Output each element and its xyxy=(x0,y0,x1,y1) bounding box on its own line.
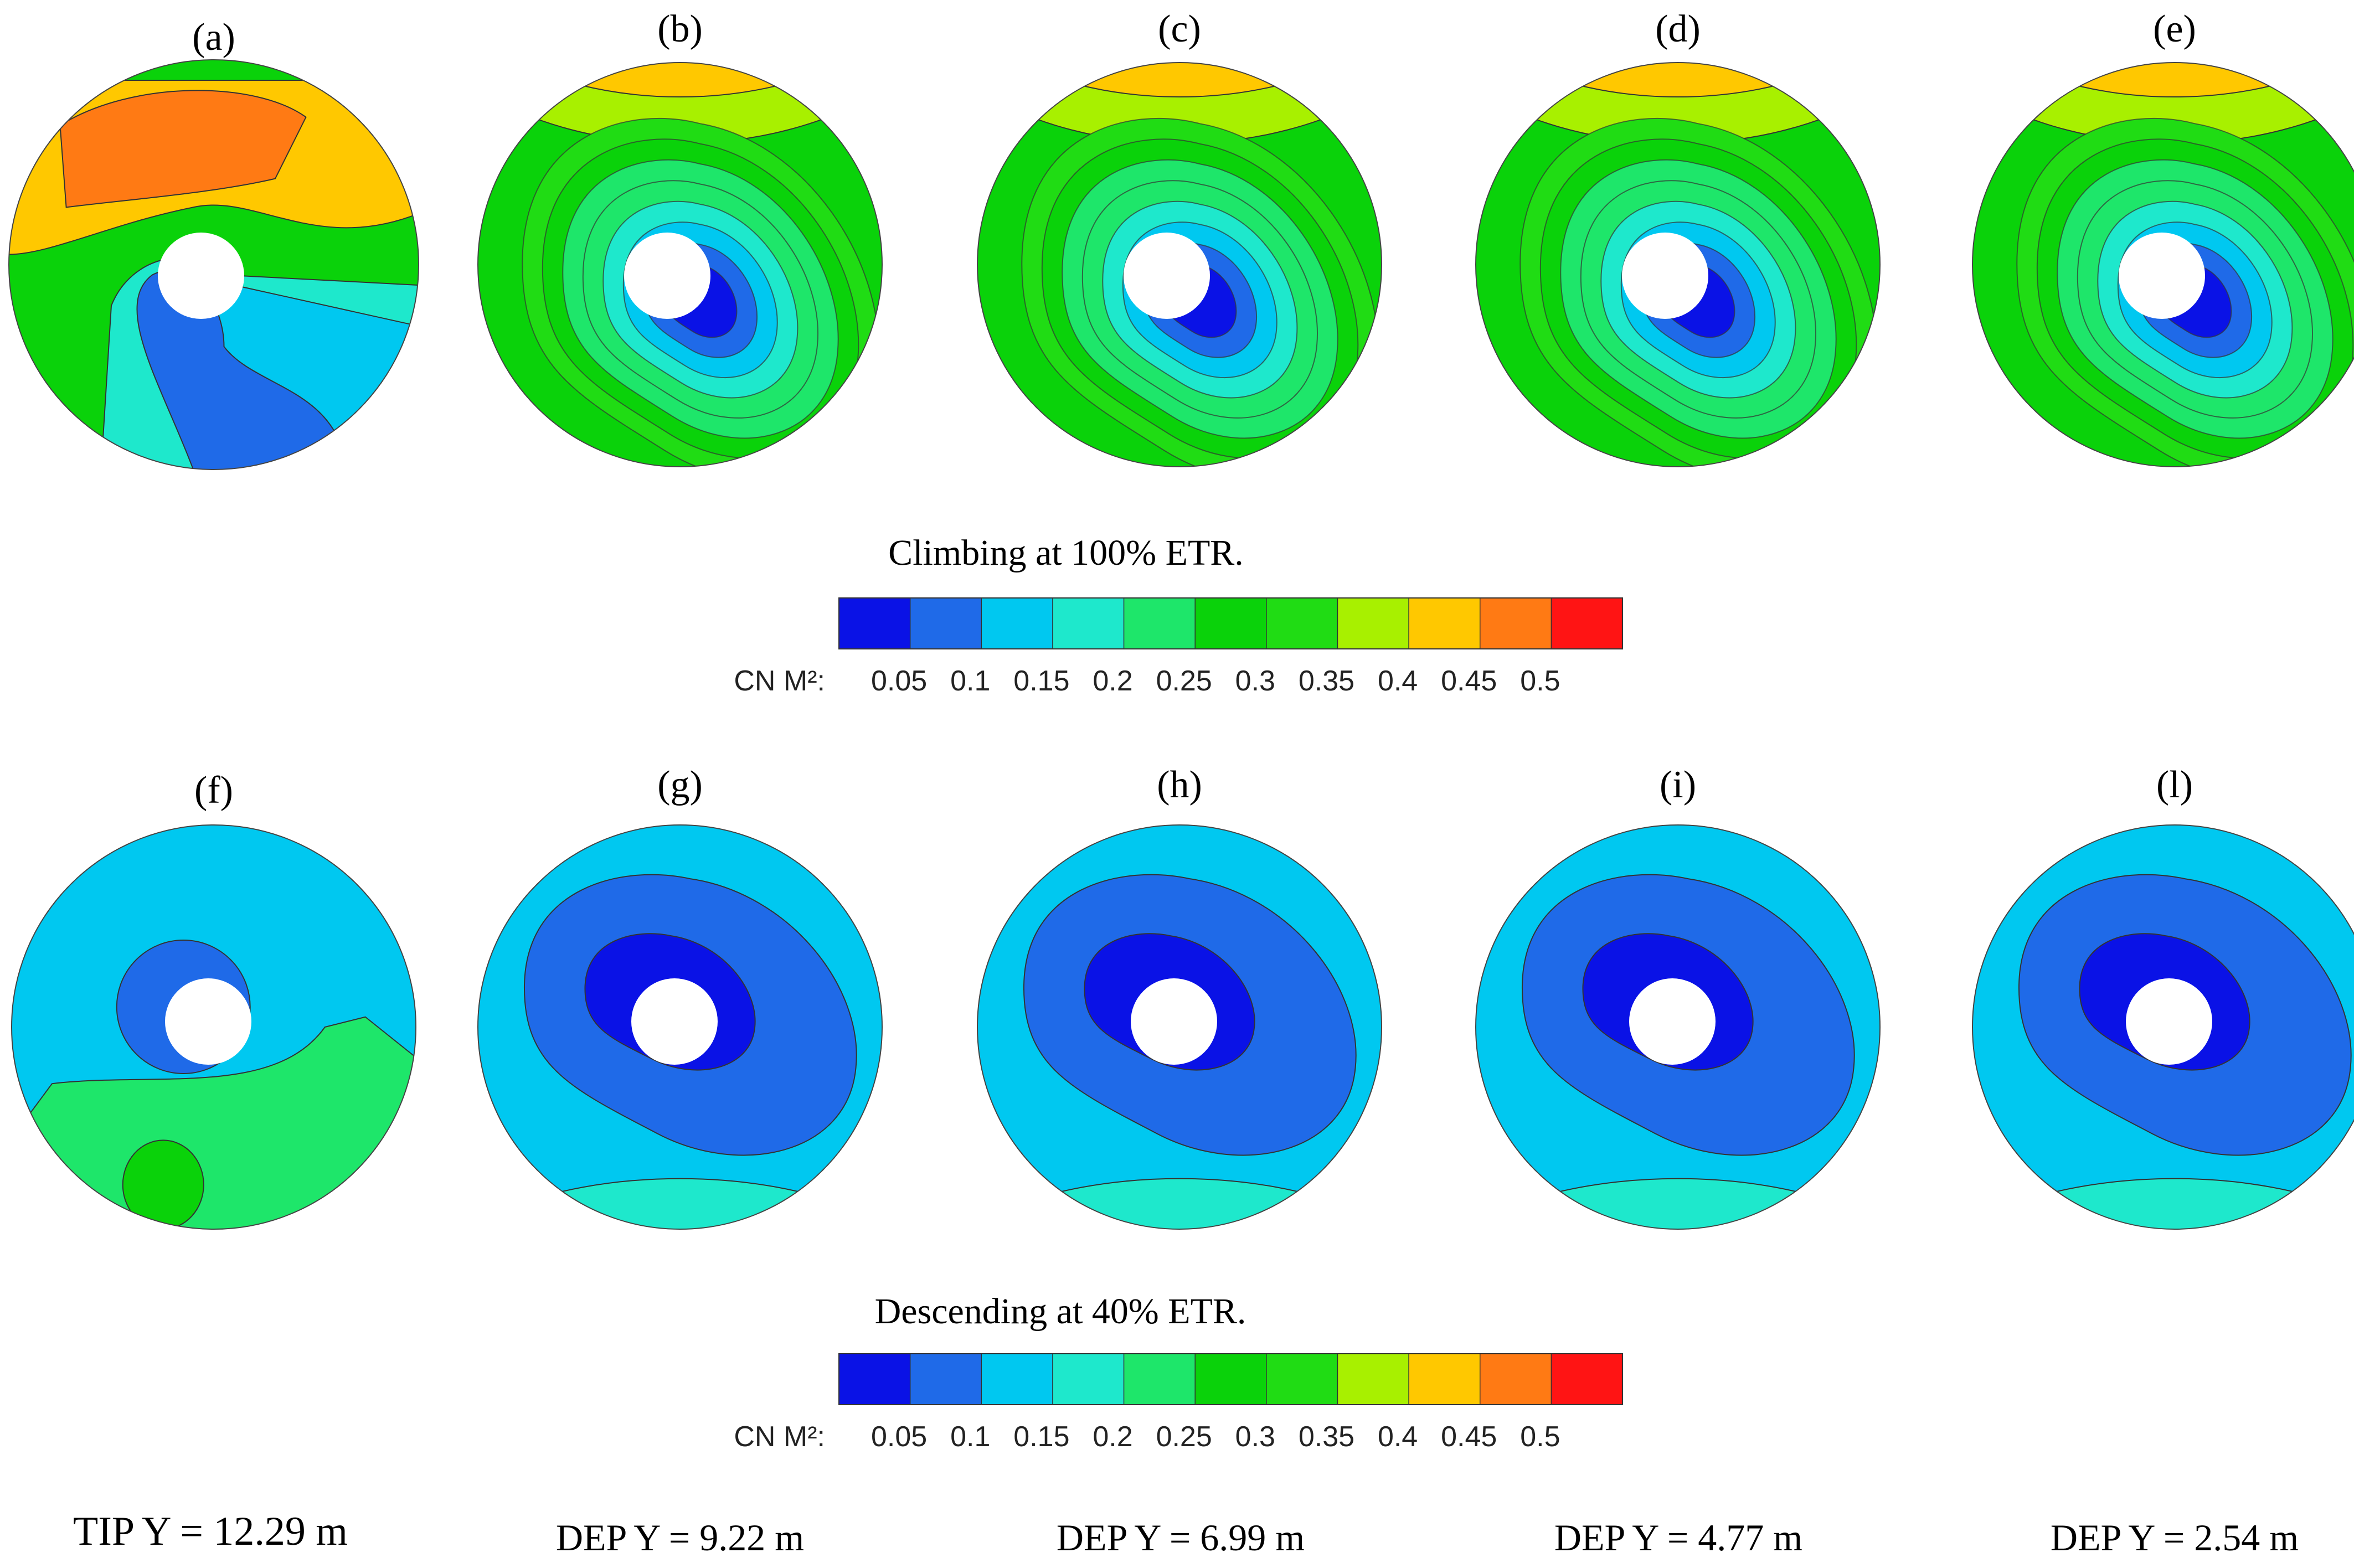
hub-cutout xyxy=(2126,978,2212,1065)
hub-cutout xyxy=(1124,233,1210,319)
row-title-climbing: Climbing at 100% ETR. xyxy=(888,533,1244,573)
panel-i: (i) xyxy=(1475,764,1881,1230)
panel-label: (h) xyxy=(1157,764,1202,806)
colorbar-swatch xyxy=(1551,598,1623,649)
colorbar-swatch xyxy=(981,1354,1053,1405)
hub-cutout xyxy=(165,978,251,1065)
colorbar-swatch xyxy=(1551,1354,1623,1405)
panel-d: (d) xyxy=(1475,8,1881,467)
contour-disk xyxy=(477,824,883,1230)
colorbar-descending: CN M²: 0.05 0.1 0.15 0.2 0.25 0.3 0.35 0.4 0.45 0.… xyxy=(734,1353,1623,1453)
colorbar-tick-label: 0.3 xyxy=(1235,665,1275,697)
colorbar-tick-label: 0.4 xyxy=(1378,665,1418,697)
colorbar-tick-label: 0.2 xyxy=(1093,665,1132,697)
colorbar-swatch xyxy=(981,598,1053,649)
colorbar-swatch xyxy=(839,1354,911,1405)
hub-cutout xyxy=(1629,978,1716,1065)
descending-row: (f) (g) (h) (i) (l) xyxy=(11,764,2354,1230)
panel-c: (c) xyxy=(977,8,1382,467)
panel-h: (h) xyxy=(977,764,1382,1230)
colorbar-tick-label: 0.5 xyxy=(1520,665,1560,697)
contour-disk xyxy=(8,59,419,470)
hub-cutout xyxy=(158,233,244,319)
contour-disk xyxy=(1972,62,2354,467)
colorbar-swatch xyxy=(1337,1354,1409,1405)
colorbar-swatch xyxy=(1337,598,1409,649)
colorbar-label: CN M²: xyxy=(734,665,825,697)
colorbar-swatch xyxy=(1409,1354,1481,1405)
colorbar-swatch xyxy=(910,598,982,649)
colorbar-tick-label: 0.2 xyxy=(1093,1421,1132,1453)
colorbar-tick-label: 0.5 xyxy=(1520,1421,1560,1453)
panel-label: (f) xyxy=(194,769,233,812)
row-title-descending: Descending at 40% ETR. xyxy=(875,1291,1246,1332)
colorbar-tick-label: 0.45 xyxy=(1441,1421,1497,1453)
contour-disk xyxy=(477,62,883,467)
colorbar-swatch xyxy=(1052,1354,1125,1405)
position-label-tip: TIP Y = 12.29 m xyxy=(73,1509,348,1554)
panel-label: (i) xyxy=(1660,764,1696,806)
colorbar-tick-label: 0.15 xyxy=(1013,665,1069,697)
position-label-dep-4: DEP Y = 2.54 m xyxy=(2051,1517,2299,1559)
colorbar-tick-label: 0.4 xyxy=(1378,1421,1418,1453)
colorbar-swatch xyxy=(1124,598,1196,649)
panel-a: (a) xyxy=(8,16,419,470)
colorbar-tick-label: 0.45 xyxy=(1441,665,1497,697)
colorbar-tick-label: 0.1 xyxy=(950,1421,990,1453)
panel-l: (l) xyxy=(1972,764,2354,1230)
colorbar-swatch xyxy=(910,1354,982,1405)
colorbar-tick-label: 0.35 xyxy=(1299,665,1354,697)
hub-cutout xyxy=(1131,978,1217,1065)
contour-disk xyxy=(977,62,1382,467)
position-label-dep-2: DEP Y = 6.99 m xyxy=(1057,1517,1305,1559)
hub-cutout xyxy=(631,978,718,1065)
colorbar-swatch xyxy=(839,598,911,649)
colorbar-climbing: CN M²: 0.05 0.1 0.15 0.2 0.25 0.3 0.35 0.4 0.45 0.… xyxy=(734,597,1623,697)
colorbar-swatch xyxy=(1052,598,1125,649)
panel-label: (b) xyxy=(657,8,703,50)
contour-disk xyxy=(1475,824,1881,1230)
hub-cutout xyxy=(1622,233,1708,319)
colorbar-swatch xyxy=(1266,1354,1338,1405)
colorbar-swatch xyxy=(1195,1354,1267,1405)
colorbar-tick-label: 0.15 xyxy=(1013,1421,1069,1453)
panel-e: (e) xyxy=(1972,8,2354,467)
colorbar-swatch xyxy=(1195,598,1267,649)
colorbar-tick-label: 0.1 xyxy=(950,665,990,697)
panel-label: (e) xyxy=(2153,8,2196,50)
colorbar-tick-label: 0.05 xyxy=(871,1421,927,1453)
colorbar-swatch xyxy=(1266,598,1338,649)
colorbar-label: CN M²: xyxy=(734,1421,825,1453)
colorbar-swatch xyxy=(1480,598,1552,649)
colorbar-tick-label: 0.05 xyxy=(871,665,927,697)
panel-f: (f) xyxy=(11,769,416,1230)
contour-disk xyxy=(977,824,1382,1230)
climbing-row: (a) (b) (c) (d) (e) xyxy=(8,8,2354,470)
panel-label: (a) xyxy=(192,16,235,59)
panel-label: (c) xyxy=(1158,8,1201,50)
colorbar-swatch xyxy=(1124,1354,1196,1405)
colorbar-tick-label: 0.25 xyxy=(1156,1421,1212,1453)
panel-label: (d) xyxy=(1655,8,1701,50)
colorbar-swatch xyxy=(1480,1354,1552,1405)
colorbar-tick-label: 0.3 xyxy=(1235,1421,1275,1453)
colorbar-tick-label: 0.25 xyxy=(1156,665,1212,697)
position-label-dep-1: DEP Y = 9.22 m xyxy=(556,1517,804,1559)
hub-cutout xyxy=(2119,233,2205,319)
contour-disk xyxy=(11,824,416,1230)
panel-g: (g) xyxy=(477,764,883,1230)
panel-label: (g) xyxy=(657,764,703,806)
colorbar-swatch xyxy=(1409,598,1481,649)
panel-b: (b) xyxy=(477,8,883,467)
contour-disk xyxy=(1972,824,2354,1230)
contour-disk xyxy=(1475,62,1881,467)
colorbar-tick-label: 0.35 xyxy=(1299,1421,1354,1453)
panel-label: (l) xyxy=(2156,764,2193,806)
position-label-dep-3: DEP Y = 4.77 m xyxy=(1554,1517,1802,1559)
hub-cutout xyxy=(624,233,710,319)
